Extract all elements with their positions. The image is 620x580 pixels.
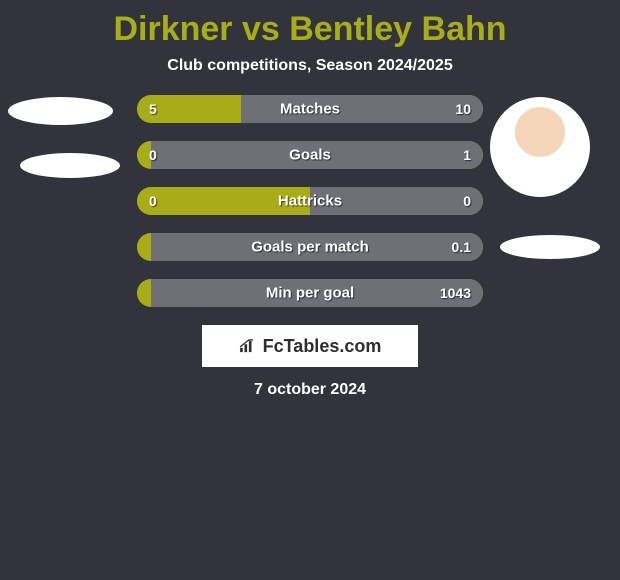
stat-value-right: 1 [463, 147, 471, 163]
stat-label: Goals per match [137, 239, 483, 256]
stat-label: Goals [137, 147, 483, 164]
stat-value-right: 0 [463, 193, 471, 209]
stat-row: Hattricks0 0 [137, 187, 483, 215]
stat-value-left: 0 [149, 193, 157, 209]
content-area: Matches510Goals01Hattricks00Goals per ma… [0, 95, 620, 399]
stat-value-right: 10 [455, 101, 471, 117]
stat-label: Min per goal [137, 285, 483, 302]
decorative-ellipse [8, 97, 113, 125]
stat-value-right: 1043 [440, 285, 471, 301]
stat-label: Hattricks [137, 193, 483, 210]
player-avatar-right [490, 97, 590, 197]
decorative-ellipse [500, 235, 600, 259]
date-text: 7 october 2024 [0, 381, 620, 399]
logo-box: FcTables.com [202, 325, 418, 367]
stat-row: Matches5 10 [137, 95, 483, 123]
stat-row: Min per goal1043 [137, 279, 483, 307]
logo-icon [239, 339, 257, 353]
comparison-bars: Matches510Goals01Hattricks00Goals per ma… [137, 95, 483, 307]
stat-value-left: 0 [149, 147, 157, 163]
subtitle: Club competitions, Season 2024/2025 [0, 57, 620, 75]
decorative-ellipse [20, 153, 120, 178]
stat-value-right: 0.1 [452, 239, 471, 255]
logo-text: FcTables.com [263, 336, 382, 357]
stat-row: Goals0 1 [137, 141, 483, 169]
stat-row: Goals per match0.1 [137, 233, 483, 261]
page-title: Dirkner vs Bentley Bahn [0, 10, 620, 49]
stat-value-left: 5 [149, 101, 157, 117]
stat-label: Matches [137, 101, 483, 118]
